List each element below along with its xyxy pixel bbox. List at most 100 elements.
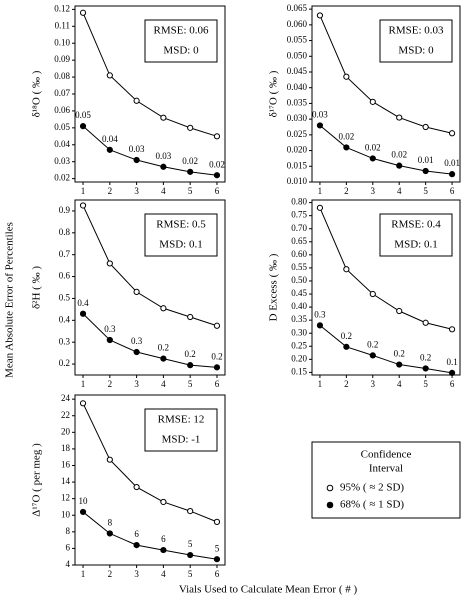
x-tick-label: 5 bbox=[188, 186, 193, 196]
x-tick-label: 5 bbox=[423, 379, 428, 389]
data-label: 0.02 bbox=[391, 150, 407, 160]
y-tick-label: 0.06 bbox=[54, 105, 70, 115]
y-axis-label: Δ¹⁷O ( per meg ) bbox=[31, 443, 43, 517]
y-tick-label: 0.55 bbox=[291, 262, 307, 272]
annotation-box bbox=[379, 213, 453, 257]
data-label: 0.4 bbox=[77, 298, 89, 308]
data-label: 0.2 bbox=[394, 349, 405, 359]
x-tick-label: 6 bbox=[215, 569, 220, 579]
y-tick-label: 0.50 bbox=[291, 275, 307, 285]
series-line bbox=[319, 324, 453, 374]
data-label: 0.04 bbox=[102, 134, 118, 144]
data-label: 0.03 bbox=[156, 151, 172, 161]
panel: 0.2 0.3 0.4 0.5 0.6 0.7 0.8 0.9 1 2 3 4 5 6 δ²H ( ‰ ) R… bbox=[31, 199, 226, 389]
x-tick-label: 2 bbox=[344, 186, 349, 196]
legend-box bbox=[311, 441, 461, 519]
x-tick-label: 3 bbox=[371, 186, 376, 196]
point bbox=[106, 72, 113, 79]
point bbox=[213, 322, 221, 329]
point bbox=[160, 305, 167, 312]
y-tick-label: 0.05 bbox=[54, 122, 70, 132]
data-label: 0.01 bbox=[444, 158, 460, 168]
data-label: 0.3 bbox=[131, 336, 143, 346]
x-tick-label: 5 bbox=[423, 186, 428, 196]
y-tick-label: 0.20 bbox=[291, 353, 307, 363]
point bbox=[422, 123, 429, 131]
x-tick-label: 6 bbox=[450, 186, 455, 196]
y-tick-label: 0.060 bbox=[287, 19, 308, 29]
series-line bbox=[82, 12, 218, 137]
y-tick-label: 8 bbox=[66, 526, 71, 536]
y-tick-label: 6 bbox=[66, 542, 71, 552]
point bbox=[79, 9, 87, 16]
x-tick-label: 3 bbox=[134, 379, 139, 389]
point bbox=[106, 260, 113, 267]
point bbox=[133, 288, 140, 295]
point bbox=[160, 114, 167, 121]
panel: 0.02 0.03 0.04 0.05 0.06 0.07 0.08 0.09 0.10 0.11… bbox=[31, 3, 226, 196]
point bbox=[133, 348, 140, 356]
x-tick-label: 4 bbox=[161, 379, 166, 389]
y-tick-label: 0.75 bbox=[291, 210, 307, 220]
point bbox=[448, 171, 456, 178]
y-tick-label: 0.15 bbox=[291, 366, 307, 376]
point bbox=[187, 507, 194, 515]
point bbox=[133, 97, 140, 104]
y-tick-label: 0.70 bbox=[291, 223, 307, 233]
y-tick-label: 0.015 bbox=[287, 160, 308, 170]
point bbox=[369, 352, 376, 359]
data-label: 0.3 bbox=[104, 324, 116, 334]
annotation: MSD: 0.1 bbox=[394, 239, 437, 251]
x-tick-label: 1 bbox=[81, 186, 86, 196]
y-tick-label: 0.045 bbox=[287, 66, 308, 76]
y-tick-label: 0.065 bbox=[287, 3, 308, 13]
data-label: 6 bbox=[134, 529, 139, 539]
series-line bbox=[319, 125, 453, 175]
x-tick-label: 5 bbox=[188, 569, 193, 579]
point bbox=[448, 369, 456, 377]
y-axis-label: D Excess ( ‰ ) bbox=[268, 253, 280, 321]
data-label: 0.03 bbox=[312, 109, 328, 119]
data-label: 0.2 bbox=[367, 339, 378, 349]
y-tick-label: 18 bbox=[61, 443, 71, 453]
point bbox=[213, 518, 221, 525]
y-tick-label: 0.04 bbox=[54, 139, 70, 149]
point bbox=[448, 130, 456, 137]
point bbox=[160, 498, 167, 506]
y-tick-label: 16 bbox=[61, 460, 71, 470]
point bbox=[187, 124, 194, 131]
x-tick-label: 6 bbox=[450, 379, 455, 389]
y-tick-label: 0.9 bbox=[59, 205, 71, 215]
y-tick-label: 0.4 bbox=[59, 314, 71, 324]
data-label: 0.01 bbox=[418, 155, 434, 165]
annotation-box bbox=[144, 213, 218, 257]
x-tick-label: 4 bbox=[397, 379, 402, 389]
point bbox=[213, 172, 221, 179]
shared-y-label: Mean Absolute Error of Percentiles bbox=[4, 222, 16, 378]
legend-marker bbox=[326, 484, 334, 492]
x-tick-label: 4 bbox=[161, 186, 166, 196]
y-tick-label: 0.6 bbox=[59, 271, 71, 281]
data-label: 5 bbox=[188, 539, 193, 549]
data-label: 0.02 bbox=[182, 156, 198, 166]
x-tick-label: 4 bbox=[397, 186, 402, 196]
point bbox=[448, 326, 456, 333]
y-tick-label: 22 bbox=[61, 410, 70, 420]
data-label: 0.1 bbox=[446, 357, 457, 367]
y-tick-label: 0.10 bbox=[54, 37, 70, 47]
plot-frame bbox=[311, 5, 461, 183]
y-tick-label: 0.035 bbox=[287, 97, 308, 107]
point bbox=[187, 168, 194, 175]
point bbox=[106, 530, 113, 537]
point bbox=[396, 307, 403, 315]
y-tick-label: 0.08 bbox=[54, 71, 70, 81]
point bbox=[187, 551, 194, 559]
panel: 0.0100.0150.0200.0250.0300.0350.0400.045… bbox=[268, 3, 461, 196]
y-tick-label: 0.02 bbox=[54, 173, 70, 183]
point bbox=[160, 546, 167, 554]
y-tick-label: 0.45 bbox=[291, 288, 307, 298]
y-tick-label: 0.03 bbox=[54, 156, 70, 166]
point bbox=[422, 365, 429, 372]
point bbox=[316, 12, 324, 19]
y-axis-label: δ¹⁷O ( ‰ ) bbox=[268, 70, 280, 117]
